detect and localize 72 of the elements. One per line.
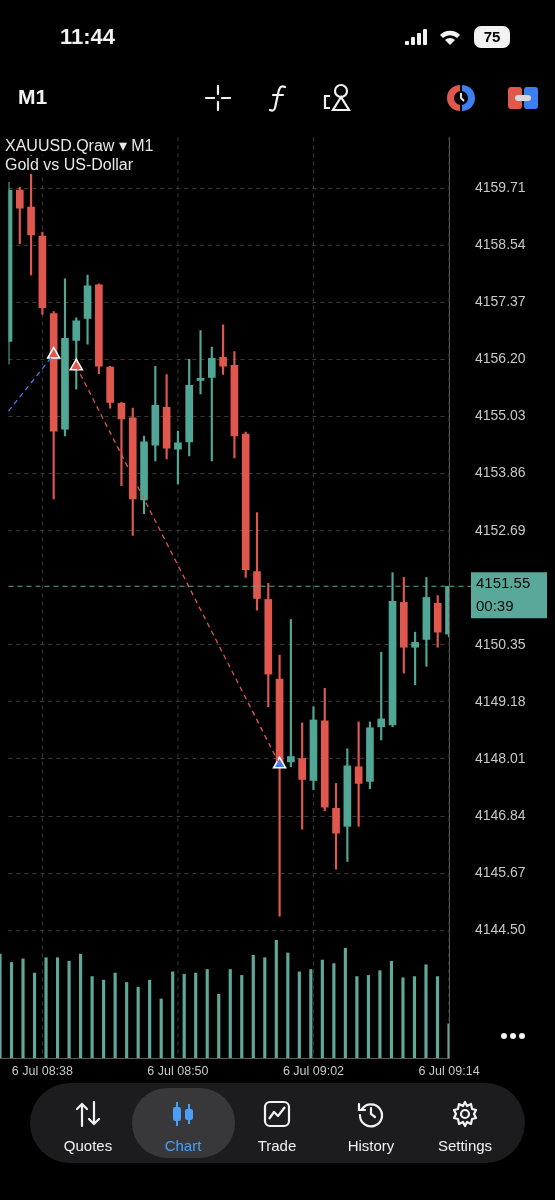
bar [194,972,198,1058]
bar [125,982,129,1058]
bar [0,953,2,1058]
text: Gold vs US-Dollar [5,156,134,174]
bar [21,958,25,1058]
bar [378,970,382,1058]
x-tick-label: 6 Jul 08:38 [11,1064,73,1079]
bar [113,972,117,1058]
bar [171,971,175,1058]
bar [447,1023,449,1058]
text: 00:39 [476,597,514,614]
bar [332,963,336,1058]
y-tick-label: 4152.69 [475,521,526,538]
y-tick-label: 4144.50 [475,921,526,938]
bar [435,976,440,1058]
x-tick-label: 6 Jul 09:02 [282,1064,345,1079]
bar [67,960,71,1058]
bar [79,953,83,1058]
bar [389,960,394,1058]
bar [424,964,428,1058]
point [46,346,61,359]
bar [309,969,313,1058]
y-tick-label: 4150.35 [475,635,526,652]
bar [263,957,267,1058]
bar [320,959,324,1058]
text: Settings [436,1137,494,1154]
text: Chart [163,1137,203,1154]
bar [251,955,255,1058]
y-tick-label: 4145.67 [475,864,526,881]
bar [148,979,152,1058]
bar [44,957,48,1058]
bar [286,952,290,1058]
bar [401,977,405,1058]
text: History [346,1137,396,1154]
bar [9,962,14,1058]
bar [136,986,140,1058]
y-tick-label: 4146.84 [475,806,526,823]
y-tick-label: 4159.71 [475,179,526,195]
candlestick [117,402,126,487]
bar [297,971,301,1058]
y-tick-label: 4149.18 [475,692,526,709]
y-tick-label: 4148.01 [475,749,526,766]
bar [32,972,37,1058]
bar [182,973,186,1058]
candlestick [196,330,205,395]
bar [228,969,232,1058]
bar [343,947,347,1058]
bar [412,976,417,1058]
bar [102,979,106,1058]
y-tick-label: 4156.20 [475,350,526,367]
x-tick-label: 6 Jul 08:50 [147,1064,209,1079]
y-tick-label: 4155.03 [475,407,526,424]
bar [205,969,209,1058]
bar [90,976,94,1058]
bar [159,998,163,1058]
y-tick-label: 4158.54 [475,236,526,253]
bar [274,940,278,1058]
bar [240,975,244,1058]
chart-title: XAUUSD.Qraw ▾ M1 [5,136,154,155]
bar [355,976,359,1058]
bar [55,957,60,1058]
bar [217,993,221,1058]
y-tick-label: 4153.86 [475,464,526,481]
x-tick-label: 6 Jul 09:14 [418,1064,480,1079]
point [272,756,287,769]
y-tick-label: 4157.37 [475,293,526,310]
text: 11:44 [60,24,116,50]
text: M1 [18,85,48,109]
text: Trade [256,1137,298,1154]
ref-line-label: 4151.55 [476,574,531,592]
text: Quotes [62,1137,114,1154]
bar [366,975,370,1058]
